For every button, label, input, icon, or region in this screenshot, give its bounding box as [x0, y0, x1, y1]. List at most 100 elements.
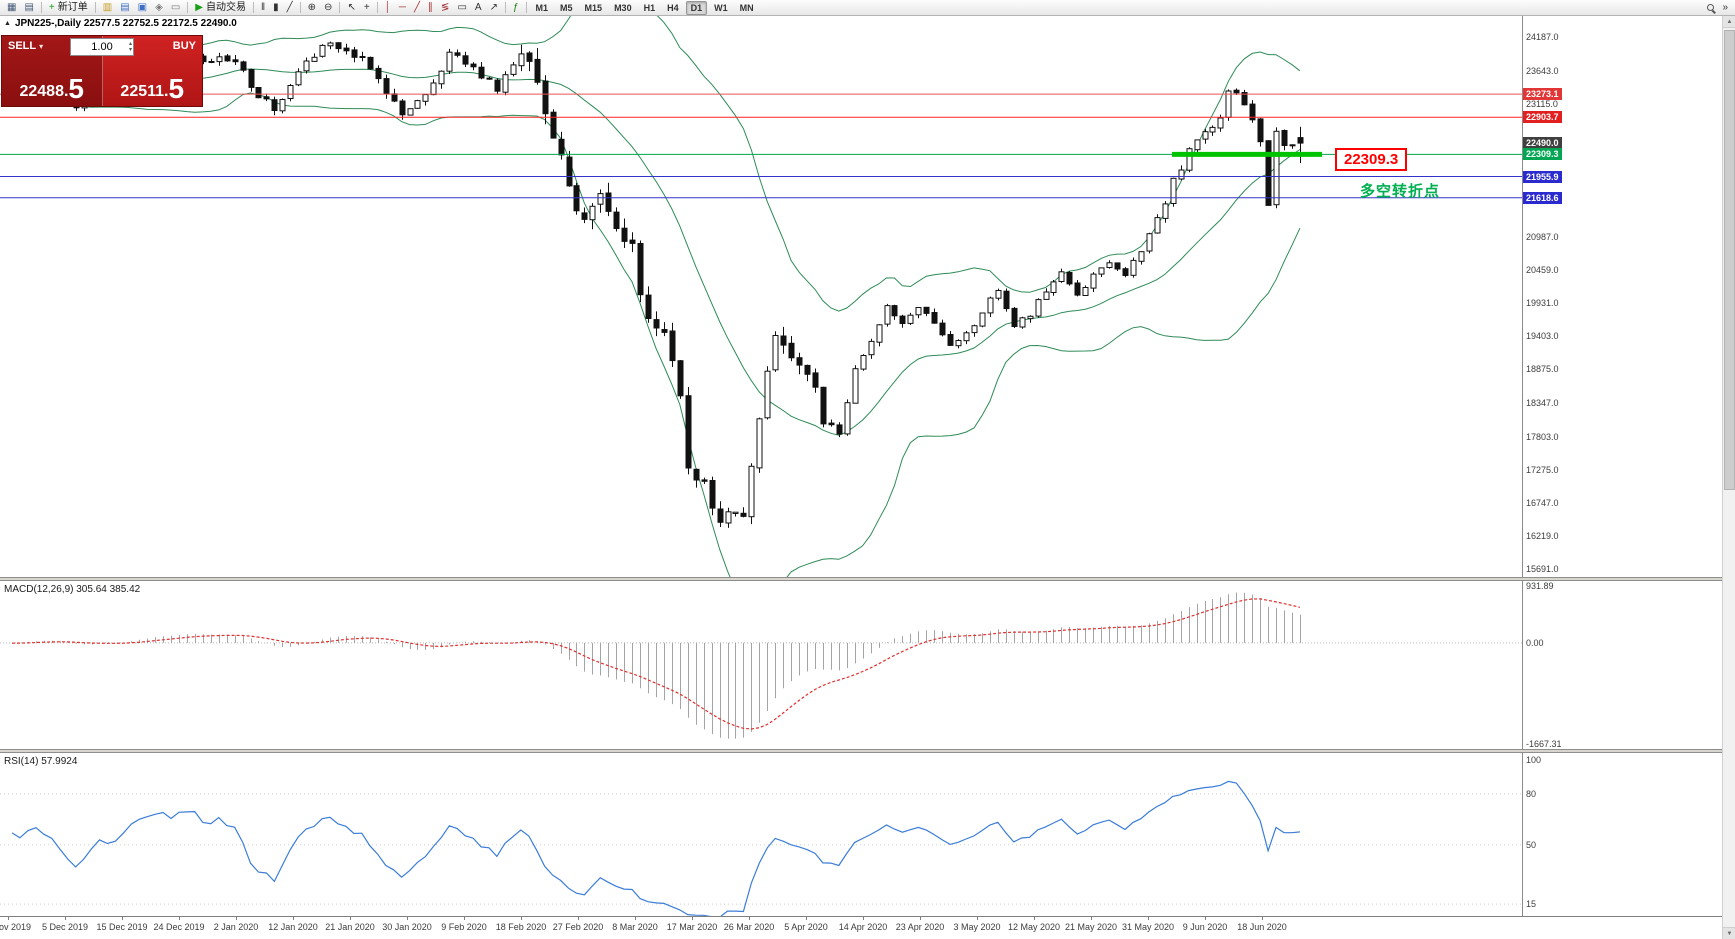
- panel-separator[interactable]: [0, 749, 1722, 753]
- date-label: 5 Apr 2020: [784, 922, 828, 932]
- vertical-scrollbar[interactable]: ▲ ▼: [1722, 16, 1735, 939]
- macd-axis-label: 0.00: [1526, 637, 1544, 648]
- date-tick: [863, 917, 864, 920]
- terminal-icon[interactable]: ▭: [168, 1, 183, 15]
- market-watch-icon[interactable]: ▤: [117, 1, 132, 15]
- date-tick: [65, 917, 66, 920]
- date-label: 14 Apr 2020: [838, 922, 888, 932]
- shapes-icon: ▭: [457, 2, 467, 13]
- candlestick-chart-icon[interactable]: ▮: [270, 1, 282, 15]
- toolbar-separator: [525, 2, 527, 13]
- timeframe-m5[interactable]: M5: [560, 2, 573, 13]
- date-tick: [179, 917, 180, 920]
- auto-trading-button[interactable]: ▶ 自动交易: [192, 1, 249, 15]
- trade-panel-toggle-icon[interactable]: ▲: [4, 20, 11, 27]
- horizontal-line-icon[interactable]: ─: [396, 1, 409, 15]
- scrollbar-down-icon[interactable]: ▼: [1723, 927, 1735, 939]
- timeframe-h1[interactable]: H1: [643, 2, 656, 13]
- toolbar-separator: [40, 2, 42, 13]
- sell-label: SELL ▾: [8, 40, 44, 52]
- auto-trading-button-label: 自动交易: [205, 2, 246, 13]
- channel-icon[interactable]: ∥: [425, 1, 436, 15]
- date-tick: [920, 917, 921, 920]
- date-tick: [806, 917, 807, 920]
- volume-input[interactable]: 1.00 ▴ ▾: [70, 38, 134, 56]
- bollinger-middle-band: [11, 68, 1301, 436]
- toolbar-separator: [339, 2, 341, 13]
- price-tag: 22490.0: [1523, 137, 1562, 150]
- price-tag: 22903.7: [1523, 111, 1562, 124]
- buy-price: 22511. 5: [120, 73, 185, 104]
- timeframe-h4[interactable]: H4: [667, 2, 679, 13]
- date-label: 9 Jun 2020: [1182, 922, 1228, 932]
- search-button[interactable]: [1704, 1, 1717, 15]
- new-order-button[interactable]: + 新订单: [46, 1, 91, 15]
- more-tools-button[interactable]: »: [1719, 1, 1731, 15]
- zoom-out-icon[interactable]: ⊖: [321, 1, 335, 15]
- symbols-icon[interactable]: ▥: [100, 1, 115, 15]
- date-tick: [8, 917, 9, 920]
- panel-separator[interactable]: [0, 577, 1722, 581]
- bollinger-upper-band: [11, 16, 1301, 312]
- timeframe-m30[interactable]: M30: [614, 2, 632, 13]
- price-chart: [0, 16, 1522, 577]
- new-chart-icon[interactable]: ▦: [4, 1, 19, 15]
- timeframe-mn[interactable]: MN: [739, 2, 754, 13]
- scrollbar-up-icon[interactable]: ▲: [1723, 16, 1735, 28]
- fibonacci-icon[interactable]: ≶: [438, 1, 452, 15]
- annotation-note[interactable]: 多空转折点: [1360, 183, 1441, 200]
- timeframe-m15[interactable]: M15: [584, 2, 603, 13]
- macd-histogram: [12, 592, 1301, 739]
- timeframe-w1[interactable]: W1: [714, 2, 728, 13]
- price-annotation-box[interactable]: 22309.3: [1335, 148, 1408, 171]
- indicators-icon[interactable]: ƒ: [510, 1, 522, 15]
- date-label: 21 Jan 2020: [325, 922, 375, 932]
- navigator-icon[interactable]: ◈: [152, 1, 166, 15]
- bar-chart-icon[interactable]: ‖: [258, 1, 268, 15]
- volume-down-icon[interactable]: ▾: [128, 47, 132, 53]
- zoom-in-icon[interactable]: ⊕: [305, 1, 319, 15]
- price-axis-label: 23115.0: [1526, 98, 1558, 109]
- date-label: 15 Dec 2019: [96, 922, 148, 932]
- data-window-icon[interactable]: ▣: [135, 1, 150, 15]
- text-icon[interactable]: A: [472, 1, 485, 15]
- chart-profiles-icon[interactable]: ▤: [21, 1, 36, 15]
- toolbar-separator: [252, 2, 254, 13]
- volume-up-icon[interactable]: ▴: [128, 41, 132, 47]
- price-axis-label: 19931.0: [1526, 298, 1559, 309]
- scrollbar-thumb[interactable]: [1724, 30, 1735, 490]
- date-tick: [578, 917, 579, 920]
- crosshair-icon: +: [363, 2, 370, 13]
- date-label: 6 Nov 2019: [0, 922, 32, 932]
- line-chart-icon[interactable]: ╱: [284, 1, 296, 15]
- vertical-line-icon: │: [384, 2, 391, 13]
- price-axis-label: 23643.0: [1526, 65, 1559, 76]
- sell-dropdown-icon[interactable]: ▾: [39, 41, 44, 51]
- date-tick: [464, 917, 465, 920]
- date-label: 17 Mar 2020: [666, 922, 718, 932]
- toolbar-right: »: [1703, 1, 1732, 15]
- arrow-tool-icon[interactable]: ↗: [487, 1, 501, 15]
- buy-button[interactable]: BUY 22511. 5: [102, 36, 202, 106]
- zoom-out-icon: ⊖: [324, 2, 333, 13]
- trendline-icon[interactable]: ╱: [411, 1, 423, 15]
- price-tag: 21618.6: [1523, 191, 1562, 204]
- rsi-line: [11, 780, 1300, 916]
- bar-chart-icon: ‖: [260, 2, 266, 13]
- new-order-button: +: [48, 2, 55, 13]
- chart-profiles-icon: ▤: [24, 2, 34, 13]
- timeframe-m1[interactable]: M1: [535, 2, 549, 13]
- zoom-in-icon: ⊕: [307, 2, 317, 13]
- shapes-icon[interactable]: ▭: [454, 1, 469, 15]
- horizontal-line-icon: ─: [398, 2, 407, 13]
- crosshair-icon[interactable]: +: [361, 1, 373, 15]
- price-axis-label: 17275.0: [1526, 464, 1559, 475]
- vertical-line-icon[interactable]: │: [382, 1, 394, 15]
- date-label: 9 Feb 2020: [441, 922, 487, 932]
- timeframe-d1[interactable]: D1: [685, 0, 708, 15]
- cursor-icon[interactable]: ↖: [344, 1, 358, 15]
- arrow-tool-icon: ↗: [489, 2, 498, 13]
- macd-axis-label: 931.89: [1526, 581, 1554, 592]
- price-axis: 24187.0 23643.0 23115.0 20987.0 20459.0 19931…: [1522, 16, 1722, 939]
- candles: [9, 41, 1304, 528]
